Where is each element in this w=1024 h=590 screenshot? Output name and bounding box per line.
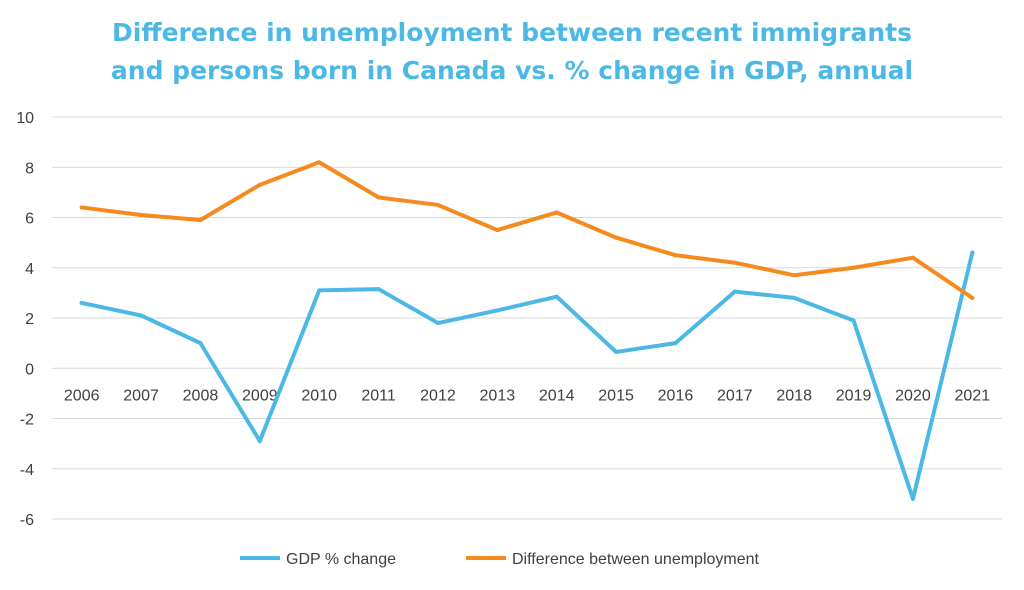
x-axis-ticks: 2006 2007 2008 2009 2010 2011 2012 2013 2014 2015… (64, 387, 990, 404)
data-point (614, 349, 619, 354)
y-tick-label: 8 (25, 160, 34, 177)
legend-label: Difference between unemployment (512, 551, 760, 568)
data-point (554, 210, 559, 215)
data-point (851, 318, 856, 323)
data-point (732, 289, 737, 294)
series-unemployment-difference (79, 160, 975, 300)
x-tick-label: 2017 (717, 387, 753, 404)
y-axis-ticks: 10 8 6 4 2 0 -2 -4 -6 (16, 110, 34, 529)
data-point (792, 295, 797, 300)
series-line (79, 160, 975, 300)
data-point (495, 308, 500, 313)
series-line (79, 250, 975, 501)
data-point (257, 439, 262, 444)
y-tick-label: -6 (20, 512, 34, 529)
y-tick-label: -2 (20, 412, 34, 429)
data-point (376, 195, 381, 200)
data-point (792, 273, 797, 278)
gridlines (52, 116, 1002, 520)
x-tick-label: 2008 (183, 387, 219, 404)
data-point (673, 253, 678, 258)
data-point (910, 496, 915, 501)
y-tick-label: 4 (25, 261, 34, 278)
data-point (198, 218, 203, 223)
series-lines (79, 160, 975, 501)
chart-title-line-2: and persons born in Canada vs. % change … (110, 56, 914, 85)
data-point (139, 212, 144, 217)
x-tick-label: 2009 (242, 387, 278, 404)
data-point (910, 255, 915, 260)
x-tick-label: 2015 (598, 387, 634, 404)
x-tick-label: 2014 (539, 387, 575, 404)
data-point (257, 182, 262, 187)
chart-title: Difference in unemployment between recen… (0, 14, 1024, 90)
y-tick-label: 2 (25, 311, 34, 328)
legend-item: Difference between unemployment (466, 551, 760, 568)
data-point (970, 250, 975, 255)
series-gdp-change (79, 250, 975, 501)
data-point (79, 300, 84, 305)
legend: GDP % change Difference between unemploym… (240, 551, 760, 568)
x-tick-label: 2007 (123, 387, 159, 404)
x-tick-label: 2018 (776, 387, 812, 404)
y-tick-label: -4 (20, 462, 34, 479)
x-tick-label: 2011 (361, 387, 396, 404)
y-tick-label: 6 (25, 211, 34, 228)
legend-label: GDP % change (286, 551, 396, 568)
chart-title-line-1: Difference in unemployment between recen… (112, 18, 912, 47)
data-point (495, 228, 500, 233)
data-point (732, 260, 737, 265)
y-tick-label: 10 (16, 110, 34, 127)
data-point (970, 295, 975, 300)
data-point (317, 160, 322, 165)
x-tick-label: 2013 (480, 387, 516, 404)
x-tick-label: 2006 (64, 387, 100, 404)
data-point (317, 288, 322, 293)
data-point (614, 235, 619, 240)
data-point (435, 202, 440, 207)
x-tick-label: 2020 (895, 387, 931, 404)
data-point (139, 313, 144, 318)
x-tick-label: 2016 (658, 387, 694, 404)
data-point (435, 321, 440, 326)
data-point (198, 341, 203, 346)
data-point (79, 205, 84, 210)
x-tick-label: 2012 (420, 387, 456, 404)
x-tick-label: 2010 (301, 387, 337, 404)
x-tick-label: 2021 (955, 387, 991, 404)
x-tick-label: 2019 (836, 387, 872, 404)
legend-item: GDP % change (240, 551, 396, 568)
data-point (554, 294, 559, 299)
y-tick-label: 0 (25, 361, 34, 378)
data-point (673, 341, 678, 346)
data-point (851, 265, 856, 270)
data-point (376, 287, 381, 292)
